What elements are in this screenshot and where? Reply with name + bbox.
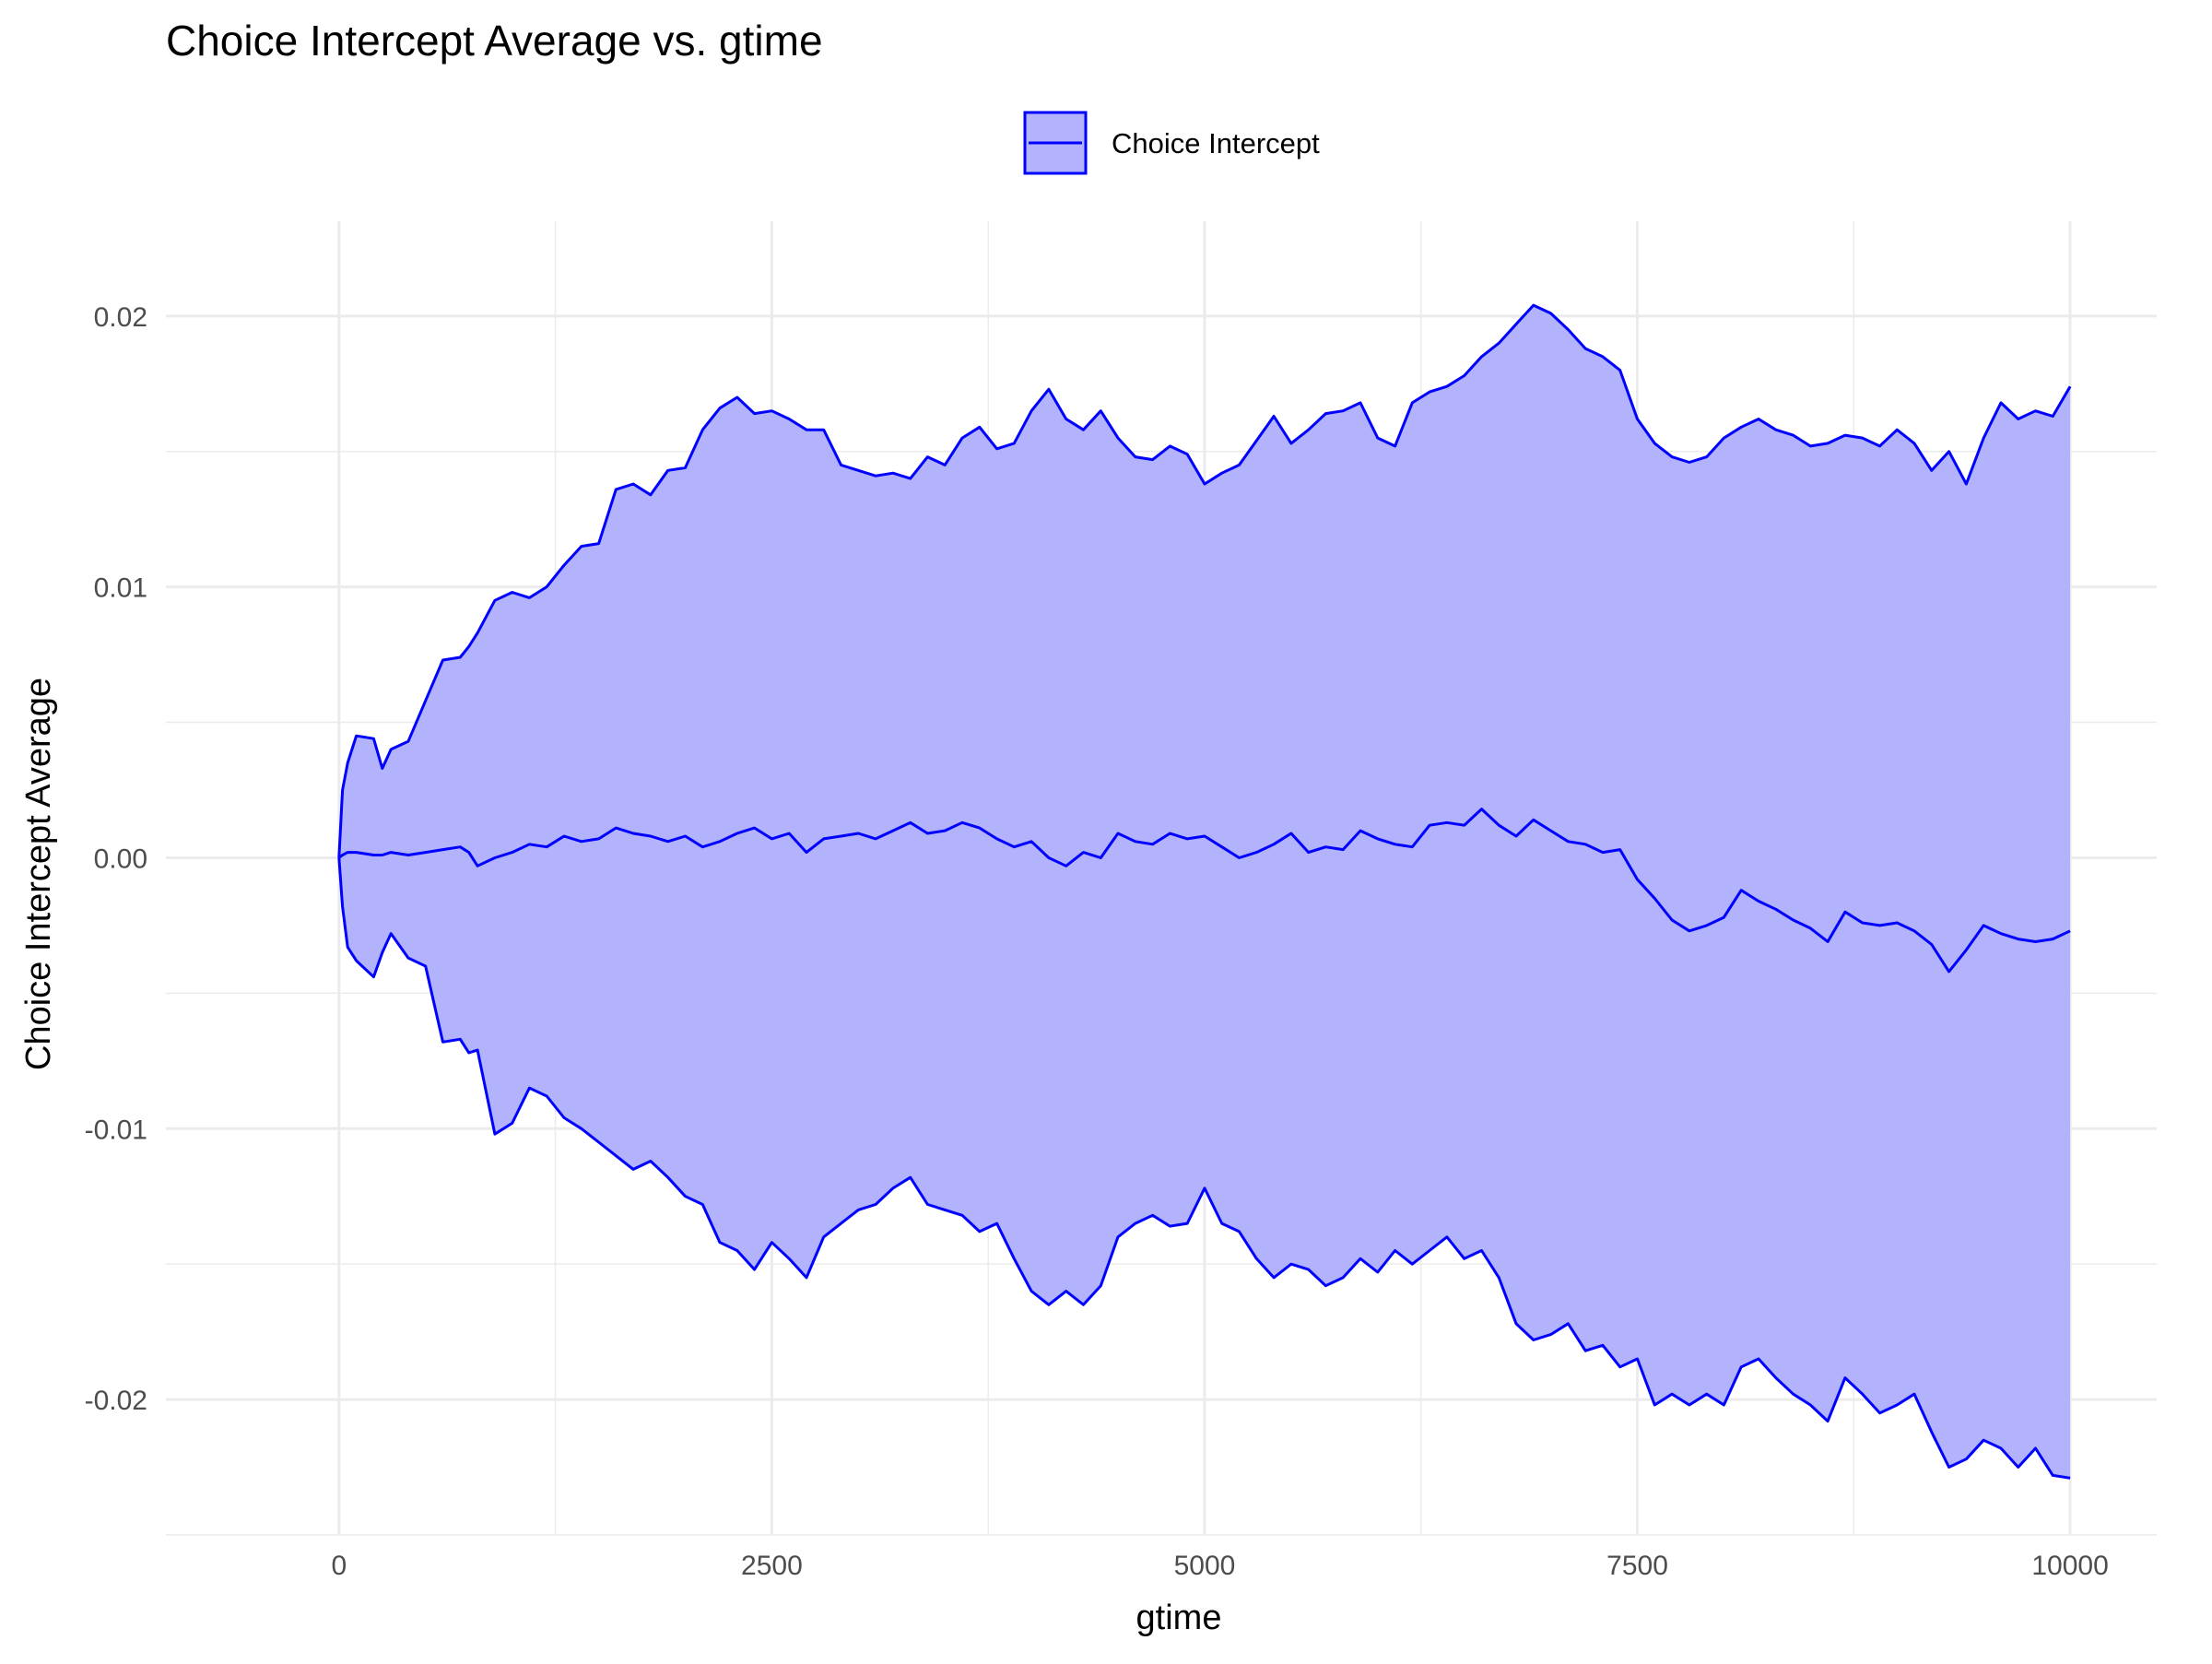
chart-title: Choice Intercept Average vs. gtime — [166, 17, 823, 65]
y-tick-label: -0.02 — [85, 1386, 147, 1416]
y-axis-title: Choice Intercept Average — [19, 678, 58, 1070]
x-tick-label: 10000 — [2031, 1551, 2108, 1581]
tick-layer: 0 2500 5000 7500 10000 -0.02 -0.01 0.00 0.01 0.02 — [85, 302, 2109, 1581]
x-tick-label: 5000 — [1174, 1551, 1236, 1581]
band-layer — [338, 305, 2071, 1479]
lower-bound-line — [337, 857, 2071, 1480]
mean-line — [337, 808, 2071, 974]
line-layer — [337, 303, 2072, 1480]
legend-label: Choice Intercept — [1112, 127, 1320, 159]
x-axis-title: gtime — [1136, 1599, 1222, 1637]
ribbon-area — [338, 305, 2071, 1479]
x-tick-label: 0 — [331, 1551, 347, 1581]
y-tick-label: -0.01 — [85, 1115, 147, 1145]
legend: Choice Intercept — [1023, 111, 1320, 175]
y-tick-label: 0.00 — [94, 844, 147, 874]
y-tick-label: 0.02 — [94, 302, 147, 333]
x-tick-label: 7500 — [1606, 1551, 1668, 1581]
x-tick-label: 2500 — [741, 1551, 803, 1581]
y-tick-label: 0.01 — [94, 573, 147, 604]
upper-bound-line — [337, 303, 2072, 858]
